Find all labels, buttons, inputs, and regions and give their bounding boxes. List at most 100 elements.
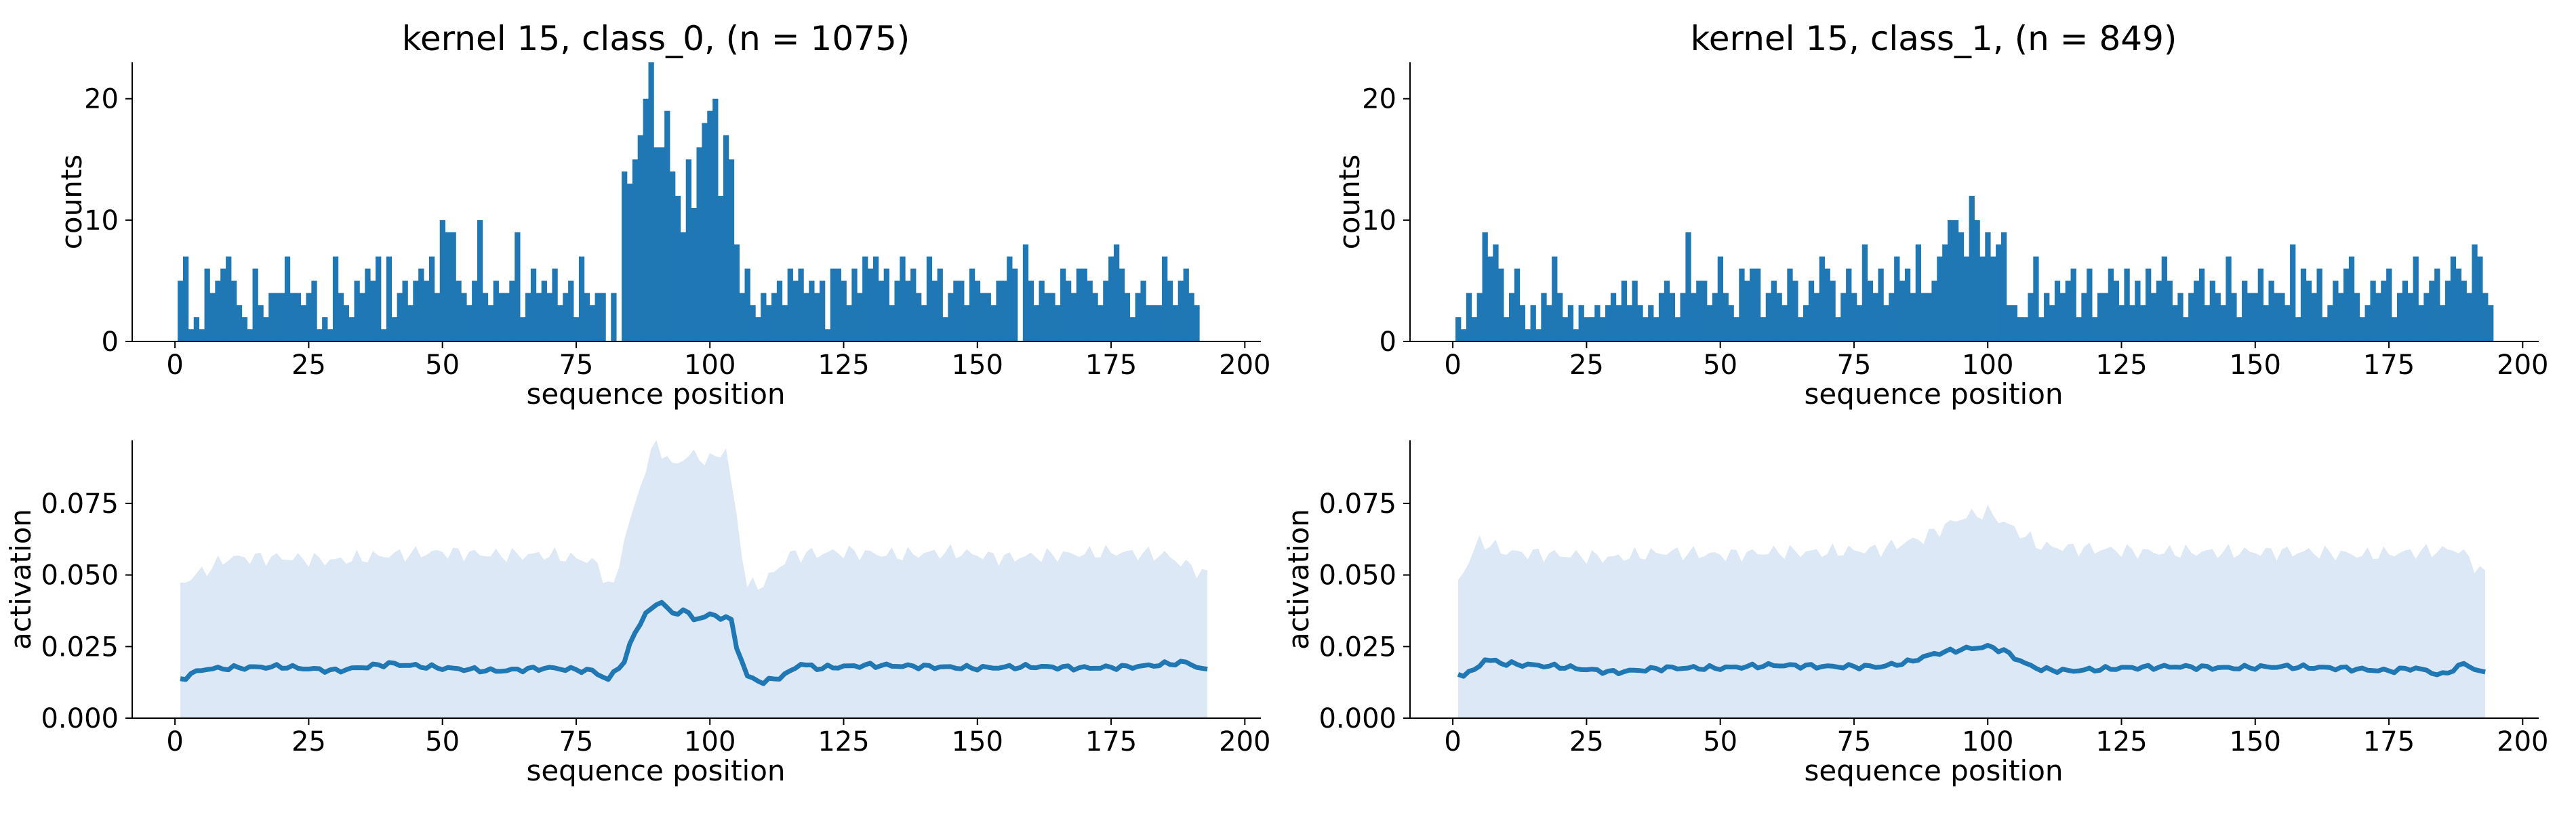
x-tick-label: 0 [1444,350,1461,381]
x-tick-label: 100 [1962,350,2013,381]
chart-title: kernel 15, class_0, (n = 1075) [402,19,910,58]
bar [1926,293,1932,341]
bar [830,268,837,341]
bar [472,280,478,341]
bar [2108,268,2114,341]
bar [274,293,280,341]
bar [439,220,446,341]
mean-activation-line [1457,642,2486,679]
x-tick-label: 175 [1085,350,1137,381]
bar [1573,329,1579,341]
bar [851,268,858,341]
x-tick-label: 50 [1703,726,1737,757]
bar [1114,244,1120,341]
bar [1466,293,1472,341]
bar [1530,305,1536,341]
bar [2263,305,2269,341]
bar [1552,256,1558,341]
bar [931,280,938,341]
bar [461,293,467,341]
bar [643,98,649,342]
bar [1985,232,1991,341]
bar [1813,293,1820,341]
y-axis-label: counts [1333,154,1366,249]
y-tick-label: 0 [102,327,119,358]
x-tick-label: 125 [818,726,869,757]
bar [723,135,729,342]
bar [2140,305,2146,341]
bar [311,280,317,341]
bar [199,329,205,341]
bar [1504,317,1510,341]
bar [2017,317,2023,341]
bar [2386,268,2392,341]
bar [2327,305,2333,341]
bar [2440,305,2446,341]
bar [755,317,761,341]
activation-plot-class-0: 0 25 50 75 100 125 150 175 200 0.000 0.025 0.050 0.0… [4,440,1271,787]
x-tick-label: 75 [1836,726,1871,757]
bar [1830,280,1836,341]
bar [2146,268,2152,341]
x-tick-label: 125 [818,350,869,381]
bar [2338,293,2344,341]
bar [2306,280,2312,341]
bar [397,293,403,341]
x-axis-label: sequence position [1804,377,2063,411]
y-tick-label: 10 [1362,205,1396,236]
bar [1952,220,1959,341]
bar [1798,317,1804,341]
bar [2257,268,2264,341]
bar [1979,256,1986,341]
bar [985,293,991,341]
bar [2407,293,2413,341]
bar [568,280,574,341]
bar [1904,268,1911,341]
bar [573,317,580,341]
bar [916,293,922,341]
bar [530,268,537,341]
bar [921,305,927,341]
bar [659,147,665,341]
x-tick-label: 0 [166,350,183,381]
bar [2124,268,2130,341]
bar [2375,293,2381,341]
bar [1098,305,1104,341]
bar [1135,293,1141,341]
bar [1146,305,1152,341]
bar [178,280,184,341]
bar [2076,317,2082,341]
bar [1996,244,2002,341]
bar [1931,280,1937,341]
bar [2429,280,2435,341]
x-tick-label: 200 [2497,726,2548,757]
bars [1455,196,2494,341]
bar [209,293,216,341]
x-tick-label: 175 [2363,726,2415,757]
bar [1669,293,1675,341]
y-tick-label: 20 [1362,84,1396,115]
bar [691,207,697,341]
activation-plot-class-1: 0 25 50 75 100 125 150 175 200 0.000 0.025 0.050 0.0… [1282,440,2549,787]
chart-title: kernel 15, class_1, (n = 849) [1691,19,2177,58]
x-tick-label: 25 [1569,350,1604,381]
bar [1664,280,1670,341]
bar [2359,317,2365,341]
bar [2129,305,2135,341]
bar [327,329,334,341]
bar [1963,256,1970,341]
bar [953,280,959,341]
bar [2236,317,2242,341]
bar [391,317,397,341]
bar [803,293,809,341]
bar [1183,268,1189,341]
bar [1824,268,1830,341]
bar [685,159,692,342]
bar [926,256,933,341]
y-tick-label: 0 [1380,327,1396,358]
bar [846,305,852,341]
bar [996,280,1002,341]
bar [766,305,772,341]
bar [1819,256,1825,341]
bar [2113,280,2119,341]
